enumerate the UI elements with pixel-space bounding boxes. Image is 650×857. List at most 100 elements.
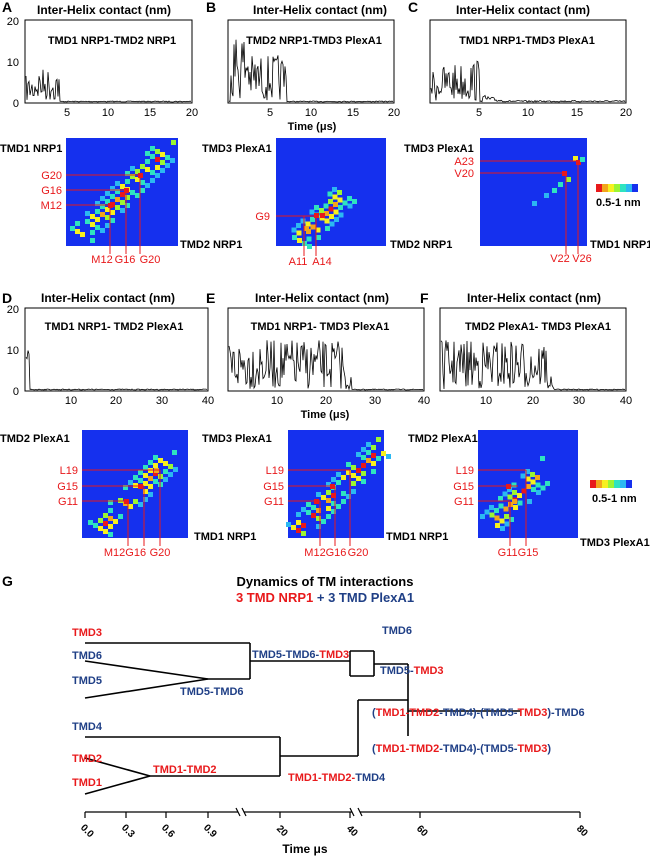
time-axis-ticks: 0.0 0.3 0.6 0.9 20 40 60 80: [78, 822, 590, 840]
x-tick: 0.0: [78, 822, 96, 840]
panel-d: D Inter-Helix contact (nm) TMD1 NRP1- TM…: [2, 290, 214, 407]
node-full-assembly-2: (TMD1-TMD2-TMD4)-(TMD5-TMD3): [372, 743, 551, 755]
contact-cell: [148, 476, 153, 481]
x-tick: 20: [274, 823, 290, 839]
contact-cell: [347, 196, 352, 201]
contact-cell: [145, 183, 150, 188]
contact-trace: [430, 60, 626, 103]
contact-cell: [128, 504, 133, 509]
pair-label: TMD1 NRP1- TMD2 PlexA1: [45, 321, 184, 333]
y-axis: 0 10 20: [7, 16, 19, 110]
contact-cell: [120, 200, 125, 205]
x-tick: 30: [156, 395, 168, 407]
residue-label: G20: [150, 547, 171, 559]
contact-cell: [172, 450, 177, 455]
contact-cell: [544, 193, 549, 198]
residue-label: M12G16: [104, 547, 146, 559]
contact-cell: [140, 188, 145, 193]
contact-cell: [337, 190, 342, 195]
contact-cell: [165, 163, 170, 168]
map-x-label: TMD1 NRP1: [590, 239, 650, 251]
legend-swatch: [602, 184, 608, 192]
time-axis-label: Time μs: [282, 842, 327, 856]
map-cells: [70, 140, 176, 243]
x-tick: 15: [571, 107, 583, 119]
residue-label: M12: [91, 254, 112, 266]
contact-cell: [509, 517, 514, 522]
residue-label: G11G15: [498, 547, 539, 559]
contact-cell: [307, 244, 312, 249]
panel-letter: G: [2, 573, 13, 589]
contact-cell: [495, 523, 500, 528]
contact-cell: [145, 159, 150, 164]
contact-cell: [332, 194, 338, 200]
contact-cell: [306, 236, 312, 242]
contact-cell: [337, 197, 343, 203]
legend-swatch: [620, 184, 626, 192]
contact-cell: [150, 154, 155, 159]
contact-cell: [580, 157, 585, 162]
contact-cell: [153, 471, 158, 476]
contact-cell: [323, 203, 329, 209]
contact-cell: [329, 214, 334, 219]
node-part: TMD1-TMD2: [376, 707, 440, 719]
legend-swatch: [632, 184, 638, 192]
contact-cell: [356, 476, 361, 481]
contact-cell: [386, 454, 391, 459]
node-part: (: [372, 707, 376, 719]
contact-cell: [153, 455, 158, 460]
contact-cell: [517, 493, 522, 498]
residue-label: A11: [289, 256, 308, 268]
contact-cell: [316, 235, 321, 240]
y-tick: 20: [7, 16, 19, 28]
contact-cell: [130, 174, 135, 179]
contact-cell: [85, 219, 90, 224]
contact-cell: [148, 492, 153, 497]
panel-c: C Inter-Helix contact (nm) TMD1 NRP1-TMD…: [408, 0, 632, 119]
plot-frame: [24, 307, 209, 392]
node-part: (: [372, 743, 376, 755]
contact-cell: [138, 470, 143, 475]
contact-cell: [502, 491, 508, 497]
contact-cell: [338, 212, 344, 218]
contact-cell: [332, 187, 337, 192]
residue-label: V20: [454, 168, 474, 180]
x-tick: 40: [344, 823, 360, 839]
map-y-label: TMD2 PlexA1: [0, 433, 70, 445]
contact-cell: [163, 469, 168, 474]
leaf-tmd1: TMD1: [72, 777, 102, 789]
x-tick: 20: [320, 395, 332, 407]
residue-label: L19: [266, 465, 284, 477]
contact-cell: [347, 203, 353, 209]
contact-cell: [90, 238, 95, 243]
contact-cell: [321, 519, 326, 524]
node-part: -TMD4)-(TMD5-: [439, 707, 518, 719]
contact-cell: [540, 456, 545, 461]
legend-swatch: [626, 480, 632, 488]
contact-cell: [525, 476, 531, 482]
contact-cell: [311, 505, 316, 510]
time-axis: [84, 807, 581, 818]
contact-cell: [108, 532, 113, 537]
contact-cell: [306, 229, 311, 234]
contact-cell: [315, 227, 321, 233]
node-part: ): [547, 743, 551, 755]
x-tick: 10: [102, 107, 114, 119]
contact-cell: [143, 465, 148, 470]
x-tick: 80: [574, 823, 590, 839]
panel-heading: Inter-Helix contact (nm): [456, 3, 590, 17]
node-full-assembly-1: (TMD1-TMD2-TMD4)-(TMD5-TMD3)-TMD6: [372, 707, 585, 719]
panel-letter: E: [206, 290, 215, 306]
contact-cell: [512, 499, 517, 504]
contact-cell: [158, 458, 163, 463]
x-tick: 20: [620, 107, 632, 119]
residue-label: V22: [550, 253, 570, 265]
contact-cell: [352, 199, 357, 204]
map-guides: [66, 174, 141, 254]
contact-cell: [341, 475, 346, 480]
contact-cell: [163, 461, 168, 466]
contact-cell: [155, 149, 160, 154]
contact-cell: [480, 514, 485, 519]
x-tick: 5: [476, 107, 482, 119]
contact-cell: [133, 499, 138, 504]
